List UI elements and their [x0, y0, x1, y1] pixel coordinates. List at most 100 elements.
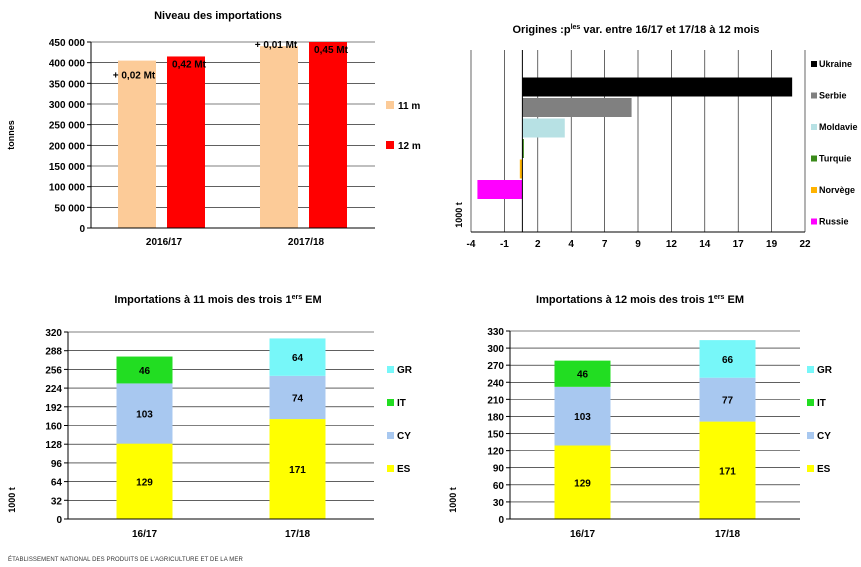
y-tick-label: 400 000: [49, 59, 86, 70]
data-label: 129: [574, 478, 591, 489]
x-tick-label: 17: [733, 239, 745, 250]
legend-swatch: [807, 432, 814, 439]
data-label: 171: [289, 465, 306, 476]
y-tick-label: 250 000: [49, 121, 86, 132]
bar: [522, 139, 524, 158]
bar-annotation: 0,42 Mt: [172, 59, 207, 70]
x-tick-label: -4: [467, 239, 476, 250]
bar: [309, 42, 347, 228]
legend-label: Moldavie: [819, 122, 858, 132]
legend-swatch: [811, 124, 817, 130]
y-tick-label: 64: [51, 478, 63, 489]
y-tick-label: 320: [45, 328, 62, 339]
chart-title: Niveau des importations: [154, 10, 282, 22]
x-tick-label: 16/17: [132, 529, 157, 540]
y-tick-label: 300: [487, 344, 504, 355]
x-tick-label: 12: [666, 239, 678, 250]
x-tick-label: 17/18: [715, 529, 740, 540]
y-tick-label: 180: [487, 412, 504, 423]
y-tick-label: 30: [493, 498, 505, 509]
y-tick-label: 60: [493, 481, 505, 492]
x-tick-label: 7: [602, 239, 608, 250]
legend-label: CY: [397, 431, 411, 442]
legend-label: GR: [397, 365, 413, 376]
legend-swatch: [386, 101, 394, 109]
bar-segment: [554, 445, 611, 519]
bar-segment: [269, 375, 326, 420]
y-tick-label: 330: [487, 327, 504, 338]
legend-swatch: [811, 218, 817, 225]
bar: [522, 98, 632, 117]
y-tick-label: 0: [56, 515, 62, 526]
y-tick-label: 256: [45, 365, 62, 376]
y-tick-label: 96: [51, 459, 63, 470]
legend-swatch: [807, 465, 814, 472]
y-axis-label: tonnes: [6, 120, 16, 150]
y-tick-label: 120: [487, 447, 504, 458]
bar-annotation: 0,45 Mt: [314, 45, 349, 56]
legend-label: Serbie: [819, 91, 847, 101]
y-tick-label: 0: [79, 224, 85, 235]
y-tick-label: 90: [493, 464, 505, 475]
legend-label: Russie: [819, 217, 849, 227]
legend-label: ES: [397, 464, 411, 475]
legend-swatch: [387, 399, 394, 406]
legend-label: IT: [817, 398, 826, 409]
legend-swatch: [807, 366, 814, 373]
legend-swatch: [811, 61, 817, 67]
y-axis-label: 1000 t: [454, 202, 464, 228]
chart-title: Importations à 11 mois des trois 1ers EM: [114, 294, 321, 306]
legend-swatch: [386, 141, 394, 149]
chart-title: Importations à 12 mois des trois 1ers EM: [536, 294, 744, 306]
legend-swatch: [811, 92, 817, 99]
y-tick-label: 270: [487, 361, 504, 372]
bar: [118, 60, 156, 228]
legend-label: Norvège: [819, 185, 855, 195]
data-label: 46: [139, 366, 151, 377]
x-tick-label: -1: [500, 239, 509, 250]
bar-segment: [269, 419, 326, 519]
bar-segment: [699, 421, 756, 519]
y-tick-label: 240: [487, 378, 504, 389]
bar-segment: [554, 386, 611, 446]
legend-label: CY: [817, 431, 831, 442]
y-tick-label: 350 000: [49, 79, 86, 90]
x-tick-label: 2016/17: [146, 237, 183, 248]
legend-swatch: [387, 465, 394, 472]
chart-imports-11m: Importations à 11 mois des trois 1ers EM…: [7, 294, 413, 540]
y-tick-label: 450 000: [49, 38, 86, 49]
bar-segment: [554, 360, 611, 387]
footer-text: ÉTABLISSEMENT NATIONAL DES PRODUITS DE L…: [8, 557, 243, 563]
legend-label: 11 m: [398, 101, 420, 112]
y-tick-label: 100 000: [49, 183, 86, 194]
chart-import-levels: Niveau des importations 0 50 000 100 000 150…: [6, 10, 421, 248]
y-tick-label: 0: [498, 515, 504, 526]
bar-segment: [116, 383, 173, 444]
y-axis-label: 1000 t: [7, 487, 17, 513]
bar: [477, 180, 523, 199]
x-tick-label: 17/18: [285, 529, 310, 540]
y-tick-label: 150 000: [49, 162, 86, 173]
bar: [519, 159, 523, 179]
bar-segment: [699, 340, 756, 378]
y-tick-label: 288: [45, 347, 62, 358]
legend-swatch: [811, 187, 817, 193]
data-label: 77: [722, 396, 734, 407]
y-tick-label: 192: [45, 403, 62, 414]
y-tick-label: 128: [45, 440, 62, 451]
y-tick-label: 160: [45, 422, 62, 433]
data-label: 64: [292, 353, 304, 364]
data-label: 66: [722, 355, 734, 366]
data-label: 171: [719, 466, 736, 477]
bar-segment: [699, 377, 756, 422]
bar-segment: [269, 338, 326, 376]
x-tick-label: 2017/18: [288, 237, 325, 248]
bar-annotation: + 0,02 Mt: [113, 71, 156, 82]
data-label: 103: [136, 410, 153, 421]
legend-label: Turquie: [819, 154, 851, 164]
x-tick-label: 22: [799, 239, 811, 250]
y-tick-label: 150: [487, 430, 504, 441]
legend-label: 12 m: [398, 141, 421, 152]
x-tick-label: 14: [699, 239, 711, 250]
